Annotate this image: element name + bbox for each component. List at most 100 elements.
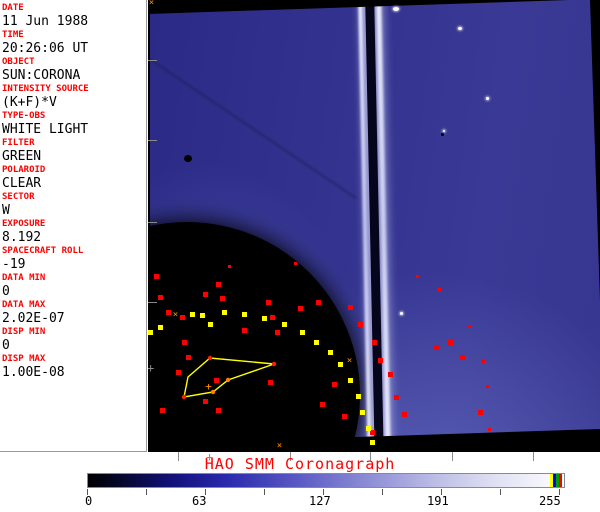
axis-center-marker-bottom: + [206,450,214,464]
marker-outer [358,322,363,327]
marker-outer-dot [228,265,231,268]
colorbar-tick-label-127: 127 [309,494,331,508]
marker-outer [203,292,208,297]
marker-inner [158,325,163,330]
field-date-label: DATE [2,3,24,13]
marker-outer [268,380,273,385]
polygon-centroid-marker: + [205,380,212,393]
field-intensity-source: INTENSITY SOURCE (K+F)*V [2,84,146,110]
axis-tick-left [148,302,157,303]
marker-outer-dot [294,262,297,265]
field-disp-min-label: DISP MIN [2,327,46,337]
star-point [486,97,489,100]
colorbar-tick [382,489,383,495]
axis-tick-bottom [452,452,453,461]
marker-outer [242,328,247,333]
field-data-min-value: 0 [2,284,10,299]
field-filter: FILTER GREEN [2,138,146,164]
axis-tick-bottom [290,452,291,461]
marker-outer [203,399,208,404]
marker-outer [388,372,393,377]
field-data-min: DATA MIN 0 [2,273,146,299]
colorbar-special-blue [553,474,556,487]
field-type-obs-value: WHITE LIGHT [2,122,89,137]
header-keyword-sidebar: DATE 11 Jun 1988 TIME 20:26:06 UT OBJECT… [0,0,147,452]
field-disp-max-value: 1.00E-08 [2,365,65,380]
marker-outer [220,296,225,301]
field-spacecraft-roll-value: -19 [2,257,26,272]
marker-cross: × [276,441,283,451]
marker-inner [200,313,205,318]
colorbar-tick [205,489,206,495]
field-data-max: DATA MAX 2.02E-07 [2,300,146,326]
marker-outer [460,355,465,360]
marker-outer-dot [482,360,485,363]
field-time: TIME 20:26:06 UT [2,30,146,56]
field-object: OBJECT SUN:CORONA [2,57,146,83]
marker-outer [186,355,191,360]
marker-inner [190,312,195,317]
marker-outer [176,370,181,375]
field-time-label: TIME [2,30,24,40]
marker-outer-dot [488,428,491,431]
intensity-colorbar[interactable] [87,473,565,488]
field-exposure-label: EXPOSURE [2,219,46,229]
field-sector: SECTOR W [2,192,146,218]
field-data-min-label: DATA MIN [2,273,46,283]
axis-tick-bottom [370,452,371,461]
star-point [458,27,462,30]
marker-outer [332,382,337,387]
field-object-label: OBJECT [2,57,35,67]
colorbar-axis: 0 63 127 191 255 [85,489,565,509]
marker-outer [216,408,221,413]
colorbar-tick [323,489,324,495]
colorbar-tick [264,489,265,495]
marker-inner [282,322,287,327]
polygon-annotation [181,355,277,400]
colorbar-special-red [559,474,562,487]
marker-outer [372,340,377,345]
marker-inner [338,362,343,367]
marker-outer [166,310,171,315]
field-intensity-source-label: INTENSITY SOURCE [2,84,89,94]
marker-inner [148,330,153,335]
marker-outer [298,306,303,311]
axis-tick-left [148,222,157,223]
marker-outer [266,300,271,305]
field-date: DATE 11 Jun 1988 [2,3,146,29]
marker-outer-dot [486,385,489,388]
field-sector-label: SECTOR [2,192,35,202]
marker-cross: × [172,310,179,320]
star-point [393,7,399,11]
axis-tick-left [148,60,157,61]
field-polaroid: POLAROID CLEAR [2,165,146,191]
marker-outer [320,402,325,407]
axis-center-marker-left: + [148,361,155,375]
field-date-value: 11 Jun 1988 [2,14,89,29]
page-title: HAO SMM Coronagraph [204,455,396,473]
marker-inner [300,330,305,335]
field-exposure-value: 8.192 [2,230,42,245]
field-sector-value: W [2,203,10,218]
marker-inner [222,310,227,315]
field-polaroid-value: CLEAR [2,176,42,191]
marker-outer [348,305,353,310]
field-type-obs: TYPE-OBS WHITE LIGHT [2,111,146,137]
marker-outer [154,274,159,279]
coronagraph-image[interactable]: × × × × + + [148,0,600,452]
marker-outer [448,340,453,345]
marker-outer-dot [438,288,441,291]
marker-outer-dot [416,275,419,278]
colorbar-tick-label-0: 0 [85,494,93,508]
marker-inner [208,322,213,327]
field-data-max-label: DATA MAX [2,300,46,310]
field-time-value: 20:26:06 UT [2,41,89,56]
dark-spot-artifact [184,155,192,162]
marker-outer [402,412,407,417]
field-spacecraft-roll-label: SPACECRAFT ROLL [2,246,84,256]
colorbar-tick-label-63: 63 [192,494,207,508]
colorbar-gradient [88,474,556,487]
marker-outer [158,295,163,300]
marker-outer [478,410,483,415]
marker-inner [328,350,333,355]
